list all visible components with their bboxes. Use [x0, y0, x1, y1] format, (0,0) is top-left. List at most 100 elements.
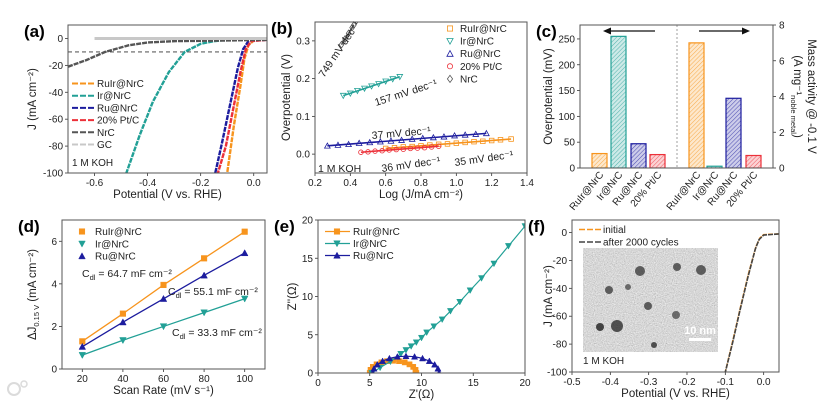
watermark-logo-icon — [20, 380, 28, 388]
x-tick-label: 100 — [236, 374, 253, 385]
panel-label: (a) — [24, 22, 45, 41]
capacitance-label-main: C — [168, 286, 176, 298]
capacitance-label-rest: = 64.7 mF cm⁻² — [95, 268, 172, 280]
data-point — [417, 334, 426, 342]
y-tick-label: 100 — [558, 112, 575, 123]
x-tick-label: 5 — [367, 378, 373, 389]
legend-label: GC — [97, 140, 112, 151]
legend-label: Ru@NrC — [460, 49, 501, 60]
bar — [649, 153, 666, 168]
data-point — [397, 351, 405, 358]
legend-label: after 2000 cycles — [603, 238, 679, 249]
x-tick-label: 0.6 — [379, 178, 393, 189]
panel-a: 0 -20 -40 -60 -80 -100 -0.6 -0.4 -0.2 0.0 Potentia… — [24, 22, 268, 201]
plot-frame — [317, 219, 526, 374]
data-point — [446, 25, 453, 32]
y-tick-label: -40 — [553, 284, 568, 295]
tafel-slope-label: 1 M KOH — [318, 163, 361, 175]
bar — [610, 35, 627, 168]
data-point — [402, 347, 410, 354]
x-tick-label: 0.8 — [414, 178, 428, 189]
data-point — [201, 255, 208, 262]
x-tick-label: 15 — [468, 378, 480, 389]
data-point — [159, 323, 168, 331]
watermark — [7, 380, 28, 396]
data-point — [490, 260, 498, 268]
capacitance-label-subscript: dl — [180, 332, 186, 341]
y-tick-label: 5 — [307, 330, 313, 341]
data-point — [385, 354, 393, 362]
x-axis-label: Scan Rate (mV s⁻¹) — [113, 385, 214, 397]
y-tick-label: 0 — [57, 34, 63, 45]
y-tick-label: 0 — [561, 228, 567, 239]
panel-b: 0.0 0.1 0.2 0.3 0.2 0.4 0.6 0.8 1.0 1.2 1.4 Log (J/… — [271, 19, 534, 201]
data-point — [456, 299, 464, 306]
data-point — [241, 228, 248, 235]
data-point — [351, 22, 357, 30]
y-axis-label: ΔJ0.15 V (mA cm⁻²) — [27, 249, 41, 340]
x-tick-label: 0.0 — [247, 178, 261, 189]
x-axis-label: Potential (V vs. RHE) — [621, 388, 730, 400]
data-point — [119, 318, 127, 326]
data-point — [438, 316, 446, 324]
y-axis-label: Z''(Ω) — [287, 282, 299, 310]
data-point — [370, 365, 378, 372]
fit-line-3 — [360, 145, 439, 154]
y-tick-label: 0.3 — [296, 36, 310, 47]
data-point — [159, 294, 168, 302]
y-axis-label: Overpotential (V) — [281, 54, 293, 141]
y-tick-label: 0.2 — [296, 74, 310, 85]
x-tick-label: 1.0 — [449, 178, 463, 189]
x-tick-label: -0.5 — [563, 377, 581, 388]
y-tick-label: 150 — [558, 86, 575, 97]
x-tick-label: 0.0 — [757, 377, 771, 388]
legend-label: 20% Pt/C — [97, 116, 139, 127]
plot-area — [591, 25, 762, 168]
data-point — [333, 251, 341, 259]
plot-area — [68, 36, 267, 173]
y-tick-label: 250 — [558, 34, 575, 45]
capacitance-label: Cdl = 33.3 mF cm⁻² — [172, 327, 262, 341]
plot-frame — [61, 219, 266, 370]
data-point — [333, 228, 341, 235]
panel-f: 0 -20 -40 -60 -80 -100-0.5 -0.4 -0.3 -0.2 -0.1 0.0… — [528, 217, 780, 400]
y-tick-label: 0.0 — [296, 150, 310, 161]
data-point — [446, 38, 454, 46]
panel-label: (f) — [528, 217, 545, 236]
nanoparticle — [696, 265, 706, 275]
nanoparticle — [644, 302, 652, 310]
data-point — [411, 353, 419, 360]
nanoparticle — [673, 263, 681, 271]
x-tick-label: 20 — [519, 378, 531, 389]
y-tick-label: 0 — [307, 369, 313, 380]
y-tick-label: -100 — [43, 169, 63, 180]
y-tick-label: -60 — [553, 312, 568, 323]
y-tick-label: -80 — [553, 340, 568, 351]
y-right-axis-label: Mass activity @ -0.1 V(A mg⁻¹noble metal… — [789, 39, 817, 154]
data-point — [379, 357, 387, 364]
y-right-axis-label-rest: ) — [791, 134, 803, 138]
data-point — [431, 360, 439, 368]
data-point — [373, 360, 381, 368]
plot-area — [366, 223, 525, 373]
x-tick-label: -0.1 — [717, 377, 735, 388]
x-axis-label: Potential (V vs. RHE) — [113, 189, 222, 201]
series-line-1 — [125, 38, 267, 173]
y-right-tick-label: 2 — [779, 128, 785, 139]
y-tick-label: -40 — [49, 88, 64, 99]
x-tick-label: 1.4 — [520, 178, 534, 189]
legend-label: RuIr@NrC — [97, 79, 144, 90]
legend-label: Ir@NrC — [353, 239, 387, 250]
y-tick-label: 4 — [51, 279, 57, 290]
legend-label: 20% Pt/C — [460, 62, 502, 73]
legend-label: Ru@NrC — [95, 252, 136, 263]
capacitance-label: Cdl = 55.1 mF cm⁻² — [168, 286, 258, 300]
data-point — [78, 342, 87, 350]
y-tick-label: 0.1 — [296, 112, 310, 123]
x-tick-label: -0.6 — [86, 178, 104, 189]
data-point — [78, 252, 86, 260]
series-line-1 — [724, 233, 779, 372]
data-point — [393, 353, 401, 360]
y-tick-label: 6 — [51, 237, 57, 248]
x-axis-label: Log (J/mA cm⁻²) — [379, 189, 463, 201]
